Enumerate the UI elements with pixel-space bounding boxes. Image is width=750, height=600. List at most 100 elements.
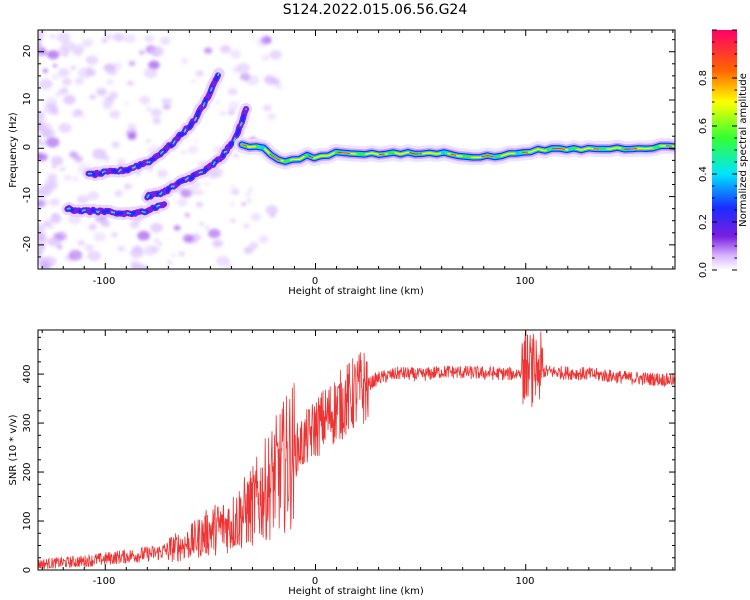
spectrogram-noise-blob <box>178 251 186 257</box>
snr-y-tick-labels: 0 100 200 300 400 <box>22 364 33 573</box>
spectrogram-noise-blob <box>150 108 162 118</box>
colorbar-tick-label: 0.0 <box>698 262 709 278</box>
spectrogram-noise-blob <box>256 37 269 47</box>
spectrogram-noise-blob <box>161 98 168 104</box>
colorbar-tick-label: 0.8 <box>698 70 709 86</box>
spectrogram-y-axis-label: Frequency (Hz) <box>8 112 19 188</box>
spectrogram-noise-blob <box>195 201 203 208</box>
snr-y-axis-label: SNR (10 * v/v) <box>8 414 19 485</box>
spectrogram-noise-blob <box>107 67 118 76</box>
spectrogram-noise-blob <box>38 139 42 144</box>
spectrogram-noise-blob <box>195 189 205 197</box>
spectrogram-track-upper-arc <box>87 72 221 177</box>
spectrogram-y-tick-label: 20 <box>22 45 33 58</box>
spectrogram-noise-blob <box>49 34 56 39</box>
colorbar: 0.0 0.2 0.4 0.6 0.8 Normalized spectral … <box>698 29 749 278</box>
snr-y-tick-label: 100 <box>22 511 33 530</box>
spectrogram-noise-blob <box>38 42 42 47</box>
spectrogram-noise-blob <box>59 87 69 95</box>
spectrogram-noise-blob <box>162 103 171 110</box>
spectrogram-noise-blob <box>38 251 42 255</box>
page-title: S124.2022.015.06.56.G24 <box>282 2 468 18</box>
spectrogram-noise-blob <box>245 192 251 197</box>
spectrogram-noise-blob <box>109 110 121 119</box>
spectrogram-x-tick-label: 100 <box>515 276 534 287</box>
spectrogram-noise-blob <box>232 66 241 73</box>
spectrogram-noise-blob <box>58 68 70 77</box>
spectrogram-noise-blob <box>267 113 276 121</box>
spectrogram-noise-blob <box>191 79 196 83</box>
spectrogram-noise-blob <box>88 223 97 231</box>
spectrogram-noise-blob <box>111 141 120 148</box>
spectrogram-noise-blob <box>153 238 159 243</box>
spectrogram-noise-blob <box>239 72 251 81</box>
spectrogram-noise-blob <box>47 50 60 60</box>
spectrogram-noise-blob <box>74 155 84 163</box>
spectrogram-noise-blob <box>70 65 77 70</box>
spectrogram-noise-blob <box>269 50 282 60</box>
spectrogram-noise-blob <box>39 244 46 250</box>
spectrogram-noise-blob <box>173 225 181 231</box>
spectrogram-noise-blob <box>49 198 60 207</box>
spectrogram-noise-blob <box>275 83 283 90</box>
spectrogram-noise-blob <box>110 232 118 238</box>
spectrogram-noise-blob <box>51 212 60 219</box>
spectrogram-noise-blob <box>76 195 89 204</box>
spectrogram-noise-blob <box>143 67 158 79</box>
spectrogram-noise-blob <box>128 81 135 86</box>
spectrogram-noise-blob <box>56 32 71 43</box>
spectrogram-noise-blob <box>160 36 171 45</box>
spectrogram-noise-blob <box>184 213 191 218</box>
spectrogram-noise-blob <box>130 263 141 269</box>
spectrogram-noise-blob <box>63 94 76 105</box>
spectrogram-noise-blob <box>38 78 53 90</box>
spectrogram-noise-blob <box>38 142 41 147</box>
spectrogram-noise-blob <box>208 228 221 239</box>
spectrogram-noise-blob <box>194 139 198 143</box>
spectrogram-y-tick-label: -20 <box>22 236 33 252</box>
snr-x-tick-label: 0 <box>312 576 318 587</box>
spectrogram-noise-blob <box>227 101 240 111</box>
spectrogram-noise-blob <box>57 46 70 57</box>
spectrogram-noise-blob <box>104 33 113 40</box>
spectrogram-noise-blob <box>265 76 278 86</box>
spectrogram-noise-blob <box>74 77 85 86</box>
spectrogram-noise-blob <box>38 232 47 242</box>
spectrogram-noise-blob <box>229 49 242 59</box>
spectrogram-noise-blob <box>68 249 83 261</box>
spectrogram-noise-blob <box>182 234 194 243</box>
spectrogram-noise-blob <box>143 245 157 256</box>
spectrogram-noise-blob <box>114 190 123 197</box>
spectrogram-noise-blob <box>258 235 269 244</box>
snr-y-tick-label: 0 <box>22 567 33 573</box>
spectrogram-x-tick-label: 0 <box>312 276 318 287</box>
spectrogram-noise-blob <box>195 70 204 77</box>
spectrogram-noise-blob <box>72 176 79 182</box>
spectrogram-noise-blob <box>171 253 176 257</box>
spectrogram-noise-blob <box>127 123 137 131</box>
spectrogram-noise-blob <box>102 102 113 110</box>
spectrogram-noise-blob <box>150 222 164 233</box>
spectrogram-noise-blob <box>216 255 230 267</box>
spectrogram-noise-blob <box>93 232 106 242</box>
spectrogram-noise-blob <box>176 198 188 207</box>
spectrogram-noise-blob <box>199 222 204 226</box>
spectrogram-noise-blob <box>180 188 192 198</box>
snr-y-tick-label: 300 <box>22 413 33 432</box>
spectrogram-noise-blob <box>44 237 54 245</box>
spectrogram-noise-blob <box>152 51 159 57</box>
spectrogram-noise-blob <box>123 33 136 44</box>
spectrogram-noise-blob <box>57 161 62 165</box>
spectrogram-noise-blob <box>86 57 91 62</box>
spectrogram-noise-blob <box>166 260 173 266</box>
spectrogram-noise-blob <box>248 188 253 192</box>
spectrogram-noise-blob <box>38 197 49 209</box>
spectrogram-noise-blob <box>38 223 43 231</box>
spectrogram-noise-blob <box>220 45 231 54</box>
spectrogram-noise-blob <box>227 88 238 96</box>
spectrogram-noise-blob <box>86 68 96 77</box>
spectrogram-noise-blob <box>212 239 224 248</box>
colorbar-tick-label: 0.4 <box>698 166 709 182</box>
colorbar-tick-label: 0.6 <box>698 118 709 134</box>
spectrogram-noise-blob <box>180 149 187 155</box>
